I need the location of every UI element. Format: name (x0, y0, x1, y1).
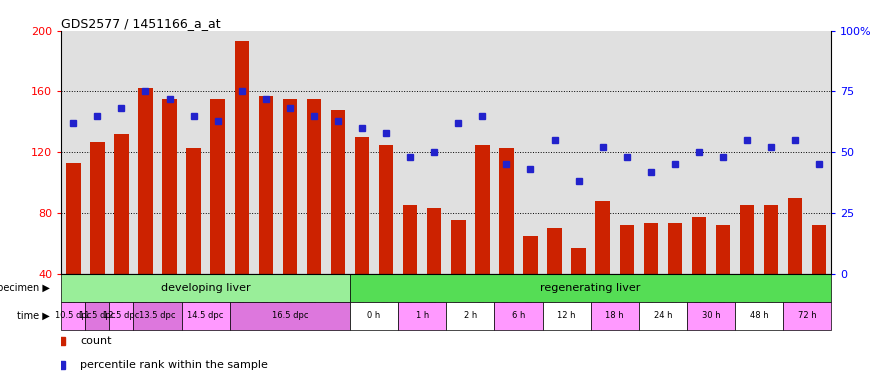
Text: 48 h: 48 h (750, 311, 768, 320)
Bar (692, 217, 706, 273)
Text: 24 h: 24 h (654, 311, 672, 320)
Bar (735, 301, 783, 329)
Bar (596, 201, 610, 273)
Text: 12 h: 12 h (557, 311, 576, 320)
Bar (307, 99, 321, 273)
Bar (668, 223, 682, 273)
Bar (114, 134, 129, 273)
Bar (283, 99, 298, 273)
Bar (234, 41, 249, 273)
Bar (379, 144, 394, 273)
Bar (211, 99, 225, 273)
Bar (639, 301, 687, 329)
Bar (716, 225, 730, 273)
Bar (229, 301, 350, 329)
Text: 18 h: 18 h (606, 311, 624, 320)
Text: 10.5 dpc: 10.5 dpc (55, 311, 92, 320)
Text: specimen ▶: specimen ▶ (0, 283, 50, 293)
Bar (788, 198, 802, 273)
Bar (398, 301, 446, 329)
Bar (109, 301, 134, 329)
Bar (620, 225, 634, 273)
Text: time ▶: time ▶ (17, 311, 50, 321)
Bar (494, 301, 542, 329)
Bar (259, 96, 273, 273)
Bar (446, 301, 494, 329)
Text: 2 h: 2 h (464, 311, 477, 320)
Bar (350, 301, 398, 329)
Bar (740, 205, 754, 273)
Bar (452, 220, 466, 273)
Bar (591, 301, 639, 329)
Bar (764, 205, 779, 273)
Bar (61, 273, 350, 301)
Text: count: count (80, 336, 112, 346)
Text: GDS2577 / 1451166_a_at: GDS2577 / 1451166_a_at (61, 17, 220, 30)
Text: regenerating liver: regenerating liver (541, 283, 640, 293)
Text: 30 h: 30 h (702, 311, 720, 320)
Bar (475, 144, 490, 273)
Bar (355, 137, 369, 273)
Bar (783, 301, 831, 329)
Text: 1 h: 1 h (416, 311, 429, 320)
Bar (86, 301, 109, 329)
Bar (182, 301, 229, 329)
Text: 0 h: 0 h (368, 311, 381, 320)
Bar (402, 205, 417, 273)
Bar (66, 163, 80, 273)
Bar (186, 147, 201, 273)
Bar (499, 147, 514, 273)
Bar (350, 273, 831, 301)
Bar (644, 223, 658, 273)
Text: 12.5 dpc: 12.5 dpc (103, 311, 140, 320)
Text: 6 h: 6 h (512, 311, 525, 320)
Bar (523, 236, 537, 273)
Bar (90, 142, 105, 273)
Text: developing liver: developing liver (161, 283, 250, 293)
Bar (687, 301, 735, 329)
Bar (163, 99, 177, 273)
Bar (134, 301, 182, 329)
Text: 11.5 dpc: 11.5 dpc (79, 311, 116, 320)
Bar (812, 225, 827, 273)
Bar (542, 301, 591, 329)
Bar (548, 228, 562, 273)
Bar (61, 301, 86, 329)
Text: 14.5 dpc: 14.5 dpc (187, 311, 224, 320)
Bar (571, 248, 586, 273)
Bar (331, 110, 345, 273)
Text: 16.5 dpc: 16.5 dpc (271, 311, 308, 320)
Text: 13.5 dpc: 13.5 dpc (139, 311, 176, 320)
Text: percentile rank within the sample: percentile rank within the sample (80, 360, 269, 370)
Bar (427, 208, 442, 273)
Text: 72 h: 72 h (798, 311, 816, 320)
Bar (138, 88, 153, 273)
